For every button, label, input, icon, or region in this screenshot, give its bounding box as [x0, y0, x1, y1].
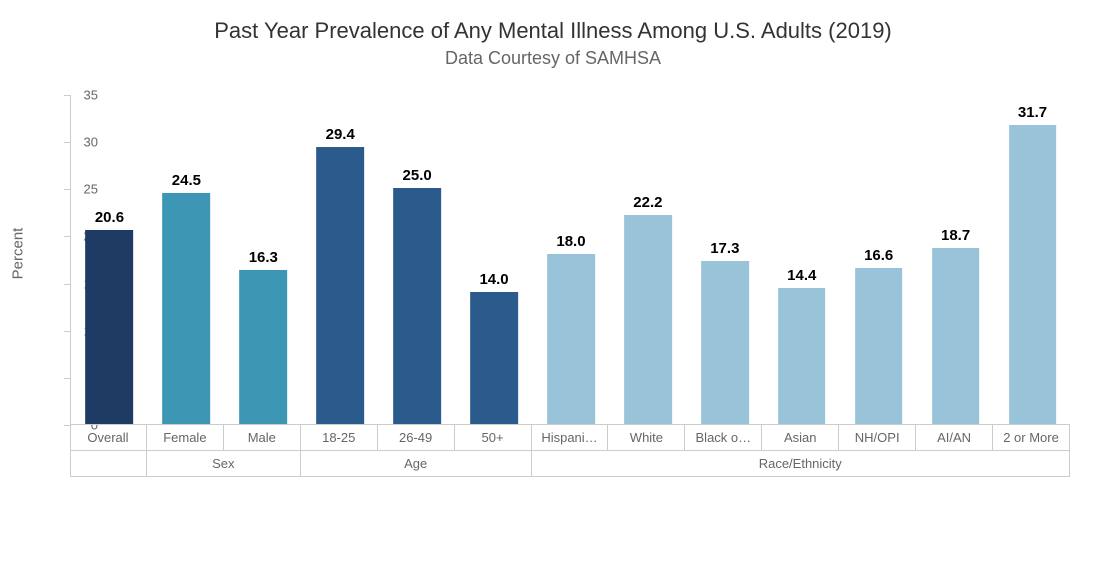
- x-group-label: Age: [301, 451, 532, 477]
- bar-value-label: 17.3: [701, 240, 749, 257]
- bar-value-label: 18.0: [547, 233, 595, 250]
- bar-slot: 18.0: [533, 95, 610, 424]
- chart-container: Past Year Prevalence of Any Mental Illne…: [0, 0, 1106, 570]
- bar-value-label: 14.0: [470, 271, 518, 288]
- bar: 14.0: [470, 292, 518, 424]
- bar-slot: 17.3: [686, 95, 763, 424]
- x-category-label: 18-25: [301, 425, 378, 451]
- y-axis-label: Percent: [10, 214, 27, 294]
- x-category-label: 2 or More: [993, 425, 1070, 451]
- bar: 17.3: [701, 261, 749, 424]
- x-category-label: White: [608, 425, 685, 451]
- bar-value-label: 16.6: [855, 247, 903, 264]
- bar-slot: 25.0: [379, 95, 456, 424]
- bar-value-label: 25.0: [393, 167, 441, 184]
- bar-slot: 22.2: [609, 95, 686, 424]
- chart-title: Past Year Prevalence of Any Mental Illne…: [0, 18, 1106, 44]
- bar: 25.0: [393, 188, 441, 424]
- bar-slot: 16.3: [225, 95, 302, 424]
- bar-slot: 20.6: [71, 95, 148, 424]
- bar-slot: 14.4: [763, 95, 840, 424]
- bar: 20.6: [86, 230, 134, 424]
- bar: 14.4: [778, 288, 826, 424]
- bar-value-label: 14.4: [778, 267, 826, 284]
- x-category-label: Black o…: [685, 425, 762, 451]
- chart-subtitle: Data Courtesy of SAMHSA: [0, 48, 1106, 69]
- bar: 31.7: [1009, 125, 1057, 424]
- x-group-label: Sex: [147, 451, 301, 477]
- bar-slot: 24.5: [148, 95, 225, 424]
- x-category-label: Male: [224, 425, 301, 451]
- bar-value-label: 29.4: [316, 126, 364, 143]
- bar: 18.7: [932, 248, 980, 424]
- bar: 16.3: [239, 270, 287, 424]
- x-category-label: Hispani…: [532, 425, 609, 451]
- x-category-label: Female: [147, 425, 224, 451]
- plot-area: 20.6 24.5 16.3 29.4 25.0 14.0 18.0 22.2 17.3 14.4…: [70, 95, 1070, 425]
- x-group-label: [70, 451, 147, 477]
- x-category-label: Overall: [70, 425, 147, 451]
- bars-region: 20.6 24.5 16.3 29.4 25.0 14.0 18.0 22.2 17.3 14.4…: [70, 95, 1070, 425]
- x-category-label: AI/AN: [916, 425, 993, 451]
- bar: 22.2: [624, 215, 672, 424]
- bar-slot: 14.0: [456, 95, 533, 424]
- bar-value-label: 22.2: [624, 194, 672, 211]
- bar: 16.6: [855, 268, 903, 425]
- x-category-label: NH/OPI: [839, 425, 916, 451]
- x-category-label: 50+: [455, 425, 532, 451]
- bar: 24.5: [163, 193, 211, 424]
- bar-value-label: 16.3: [239, 249, 287, 266]
- bar-slot: 16.6: [840, 95, 917, 424]
- bar-value-label: 18.7: [932, 227, 980, 244]
- bar-slot: 31.7: [994, 95, 1071, 424]
- x-group-label: Race/Ethnicity: [532, 451, 1070, 477]
- bar-value-label: 31.7: [1009, 104, 1057, 121]
- bar-slot: 29.4: [302, 95, 379, 424]
- x-category-label: 26-49: [378, 425, 455, 451]
- bar-value-label: 20.6: [86, 209, 134, 226]
- bar: 29.4: [316, 147, 364, 424]
- x-category-label: Asian: [762, 425, 839, 451]
- bar-slot: 18.7: [917, 95, 994, 424]
- bar-value-label: 24.5: [163, 172, 211, 189]
- bar: 18.0: [547, 254, 595, 424]
